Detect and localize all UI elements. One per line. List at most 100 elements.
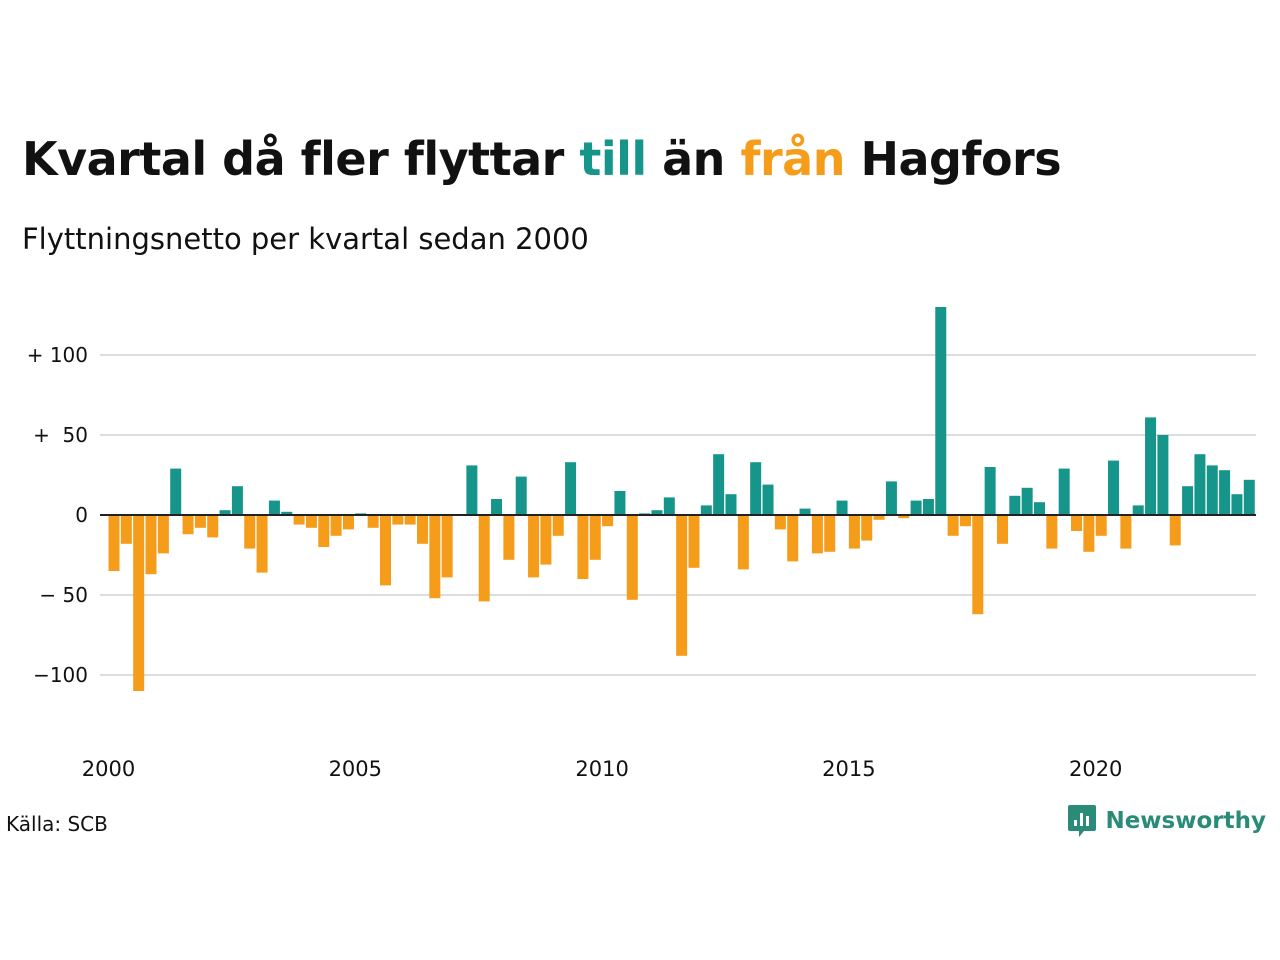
brand-logo[interactable]: Newsworthy — [1067, 804, 1266, 838]
x-tick-label: 2010 — [575, 757, 628, 781]
chart-title: Kvartal då fler flyttar till än från Hag… — [22, 132, 1062, 186]
bar — [910, 500, 922, 515]
bar — [922, 499, 934, 515]
bar — [1009, 495, 1021, 515]
bar — [120, 515, 132, 544]
bar — [1058, 468, 1070, 515]
bar — [1145, 417, 1157, 515]
bar — [1046, 515, 1058, 549]
x-tick-label: 2015 — [822, 757, 875, 781]
y-axis-labels: + 100 + 50 0 − 50 −100 — [27, 343, 88, 687]
y-tick-label: + 50 — [33, 423, 88, 447]
bar — [305, 515, 317, 528]
bar — [737, 515, 749, 570]
x-axis-labels: 2000 2005 2010 2015 2020 — [82, 757, 1123, 781]
bar — [688, 515, 700, 568]
bar — [491, 499, 503, 515]
bar — [293, 515, 305, 525]
bar — [614, 491, 626, 515]
bar — [417, 515, 428, 544]
bar — [774, 515, 786, 530]
bar — [1083, 515, 1095, 552]
bar — [157, 515, 169, 554]
bar — [268, 500, 280, 515]
y-tick-label: − 50 — [39, 583, 88, 607]
bar — [824, 515, 836, 552]
bar — [552, 515, 564, 536]
bar — [1194, 454, 1206, 515]
title-part-1: Kvartal då fler flyttar — [22, 132, 580, 186]
title-part-2: än — [646, 132, 741, 186]
bar — [848, 515, 860, 549]
bar — [713, 454, 725, 515]
bar — [1169, 515, 1181, 546]
bar — [750, 462, 762, 515]
x-tick-label: 2005 — [329, 757, 382, 781]
bar — [503, 515, 515, 560]
bar — [577, 515, 589, 579]
bar — [1206, 465, 1218, 515]
bar-chart: + 100 + 50 0 − 50 −100 2000 2005 2010 2015 2020 — [27, 307, 1256, 781]
bar — [219, 510, 231, 515]
y-tick-label: 0 — [75, 503, 88, 527]
title-part-3: Hagfors — [844, 132, 1062, 186]
bar — [972, 515, 984, 615]
bar — [1034, 502, 1045, 515]
bar — [182, 515, 194, 535]
y-tick-label: −100 — [33, 663, 88, 687]
bar — [1095, 515, 1107, 536]
bar — [1021, 487, 1033, 515]
bar — [1132, 505, 1144, 515]
bar — [626, 515, 638, 600]
bar — [515, 476, 527, 515]
bar — [799, 508, 811, 515]
bar — [281, 511, 293, 515]
bar — [528, 515, 540, 578]
x-tick-label: 2020 — [1069, 757, 1122, 781]
bar — [811, 515, 823, 554]
bar — [194, 515, 206, 528]
bar — [1243, 479, 1255, 515]
x-tick-label: 2000 — [82, 757, 135, 781]
bar — [367, 515, 379, 528]
bar — [145, 515, 157, 575]
bar — [651, 510, 663, 515]
title-fran: från — [740, 132, 845, 186]
bar — [244, 515, 256, 549]
bar — [207, 515, 219, 538]
bar — [231, 486, 243, 515]
bar — [700, 505, 712, 515]
newsworthy-logo-icon — [1068, 805, 1097, 837]
bar — [602, 515, 614, 527]
bar — [725, 494, 737, 515]
bar — [873, 515, 885, 520]
bar — [133, 515, 145, 691]
bar — [984, 467, 996, 515]
bar — [478, 515, 490, 602]
brand-name: Newsworthy — [1105, 808, 1266, 834]
bars — [108, 307, 1255, 691]
bar — [1071, 515, 1083, 531]
bar — [787, 515, 799, 562]
bar — [762, 484, 774, 515]
bar — [170, 468, 182, 515]
bar — [379, 515, 391, 586]
bar — [429, 515, 441, 599]
bar — [1219, 470, 1231, 515]
bar — [342, 515, 354, 530]
bar — [392, 515, 404, 525]
bar — [404, 515, 416, 525]
bar — [935, 307, 947, 515]
y-tick-label: + 100 — [27, 343, 88, 367]
bar — [1157, 435, 1169, 515]
bar — [466, 465, 478, 515]
bar — [1120, 515, 1132, 549]
bar — [540, 515, 552, 565]
bar — [898, 515, 910, 519]
bar — [108, 515, 120, 571]
title-till: till — [579, 132, 647, 186]
bar — [330, 515, 342, 536]
chart-subtitle: Flyttningsnetto per kvartal sedan 2000 — [22, 222, 589, 256]
bar — [885, 481, 897, 515]
bar — [441, 515, 453, 578]
